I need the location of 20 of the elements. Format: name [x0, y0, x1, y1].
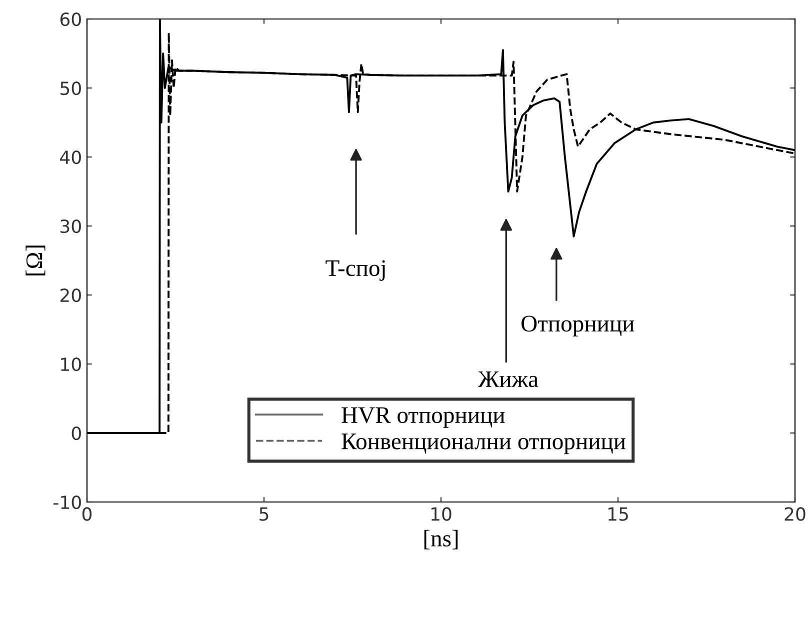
y-tick-label: 30: [60, 219, 81, 234]
x-tick-label: 20: [784, 507, 806, 521]
annotation: Отпорници: [522, 316, 634, 336]
x-tick-label: 0: [82, 507, 92, 521]
y-axis-title: [Ω]: [26, 246, 46, 276]
x-tick-label: 5: [260, 507, 268, 521]
y-tick-label: 40: [60, 150, 81, 164]
y-tick-label: 0: [72, 426, 81, 440]
y-tick-label: 50: [60, 81, 81, 96]
y-tick-label: 20: [60, 288, 81, 302]
annotation: T-спој: [326, 260, 385, 281]
y-tick-label: 60: [60, 12, 81, 26]
y-tick-label: 10: [61, 357, 81, 372]
legend-label: Конвенционални отпорници: [342, 434, 626, 454]
annotation: Жижа: [478, 371, 538, 388]
x-tick-label: 10: [431, 507, 452, 521]
y-tick-label: -10: [54, 495, 81, 510]
x-tick-label: 15: [608, 507, 628, 521]
x-axis-title: [ns]: [424, 530, 458, 550]
legend-label: HVR отпорници: [342, 407, 505, 428]
